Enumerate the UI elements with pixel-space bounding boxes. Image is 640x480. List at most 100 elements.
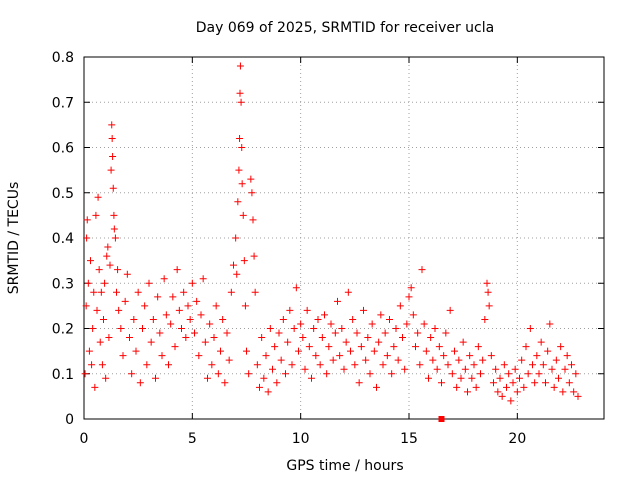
y-tick-label: 0.7 (52, 95, 74, 111)
data-point (466, 352, 474, 360)
data-point (90, 288, 98, 296)
data-point (101, 279, 109, 287)
data-point (360, 306, 367, 314)
data-point (459, 338, 467, 346)
data-point (184, 302, 192, 310)
data-point (414, 329, 422, 337)
data-point (295, 347, 302, 355)
data-point (321, 311, 328, 319)
data-point (409, 311, 417, 319)
y-axis-tick-labels: 0 0.1 0.2 0.3 0.4 0.5 0.6 0.7 0.8 (52, 50, 74, 428)
data-point (425, 374, 432, 382)
y-tick-label: 0.3 (52, 276, 74, 292)
data-point (85, 347, 93, 355)
data-point (572, 370, 580, 378)
data-point (95, 266, 103, 274)
data-point (188, 279, 196, 287)
data-point (223, 329, 231, 337)
data-point (83, 234, 91, 242)
data-point (568, 361, 575, 369)
data-point (394, 356, 402, 364)
data-point (212, 302, 220, 310)
data-point (433, 365, 441, 373)
data-point (173, 266, 181, 274)
data-point (485, 302, 493, 310)
data-point (329, 356, 337, 364)
data-point (522, 343, 530, 351)
data-point (448, 370, 456, 378)
data-point (310, 325, 318, 332)
data-point (87, 257, 94, 265)
data-point (561, 365, 569, 373)
data-point (559, 388, 567, 396)
x-tick-label: 5 (188, 431, 197, 447)
data-point (114, 266, 122, 274)
data-point (262, 352, 270, 360)
data-point (175, 306, 183, 314)
data-point (399, 334, 406, 342)
data-point (130, 315, 138, 323)
data-point (407, 284, 415, 292)
data-point (533, 352, 541, 360)
data-point (93, 306, 101, 314)
data-point (266, 325, 274, 332)
square-marker (438, 416, 445, 422)
data-point (351, 361, 359, 369)
data-point (529, 361, 536, 369)
data-point (396, 302, 404, 310)
data-point (241, 302, 249, 310)
data-point (331, 329, 339, 337)
data-point (494, 388, 502, 396)
data-point (201, 338, 209, 346)
data-point (431, 325, 439, 332)
data-point (336, 352, 344, 360)
data-point (217, 347, 224, 355)
data-point (355, 379, 363, 387)
data-point (136, 379, 144, 387)
data-point (464, 388, 471, 396)
data-point (96, 338, 104, 346)
data-point (340, 365, 348, 373)
data-point (232, 234, 240, 242)
y-tick-label: 0 (65, 412, 74, 428)
data-point (401, 365, 409, 373)
data-point (347, 347, 354, 355)
data-point (490, 379, 497, 387)
data-point (290, 325, 298, 332)
data-point (243, 347, 250, 355)
data-point (438, 379, 445, 387)
data-point (312, 352, 320, 360)
data-point (381, 329, 389, 337)
data-point (249, 216, 257, 224)
data-point (83, 216, 91, 224)
data-point (574, 392, 582, 400)
data-point (206, 320, 214, 328)
data-point (318, 334, 326, 342)
data-point (383, 352, 391, 360)
data-point (260, 374, 268, 382)
data-point (273, 379, 281, 387)
data-point (557, 343, 565, 351)
data-point (233, 270, 241, 278)
data-point (288, 361, 296, 369)
data-point (239, 211, 247, 219)
data-point (94, 193, 102, 201)
data-point (474, 343, 482, 351)
data-point (186, 315, 194, 323)
data-point (147, 338, 155, 346)
data-point (227, 288, 235, 296)
data-point (92, 211, 100, 219)
data-point (128, 370, 136, 378)
data-point (405, 293, 413, 301)
data-point (520, 383, 528, 391)
data-point (178, 325, 185, 332)
data-point (427, 334, 435, 342)
data-point (481, 315, 489, 323)
data-point (386, 315, 393, 323)
data-point (132, 347, 140, 355)
data-point (366, 370, 374, 378)
data-point (110, 211, 118, 219)
y-tick-label: 0.8 (52, 50, 74, 66)
data-point (230, 261, 237, 269)
data-point (323, 370, 331, 378)
